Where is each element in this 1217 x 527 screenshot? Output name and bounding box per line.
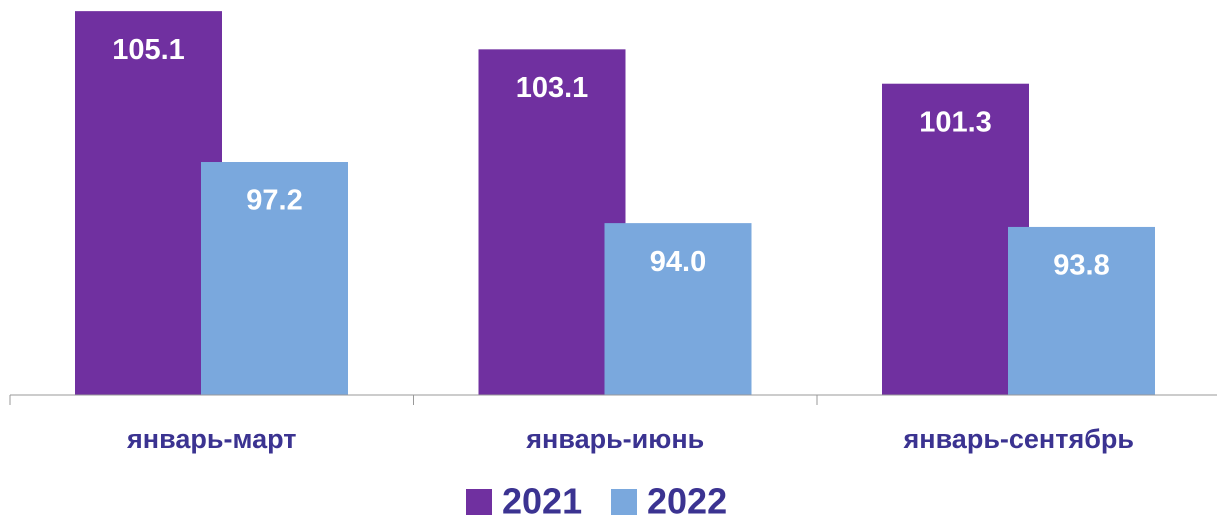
bar [201,162,348,395]
value-label: 93.8 [1053,250,1109,282]
value-label: 101.3 [919,106,992,138]
bar [882,83,1029,396]
legend-label: 2022 [647,481,727,522]
x-tick-label: январь-сентябрь [903,424,1135,454]
bar [75,11,222,395]
value-label: 94.0 [650,246,706,278]
bar [478,49,626,396]
legend-swatch [466,489,492,515]
bar [604,223,752,395]
value-label: 105.1 [112,34,185,66]
bar [1008,226,1155,395]
x-tick-label: январь-июнь [525,424,704,454]
legend-swatch [611,489,637,515]
legend-label: 2021 [502,481,582,522]
value-label: 103.1 [516,72,589,104]
value-label: 97.2 [246,185,302,217]
x-tick-label: январь-март [126,424,296,454]
